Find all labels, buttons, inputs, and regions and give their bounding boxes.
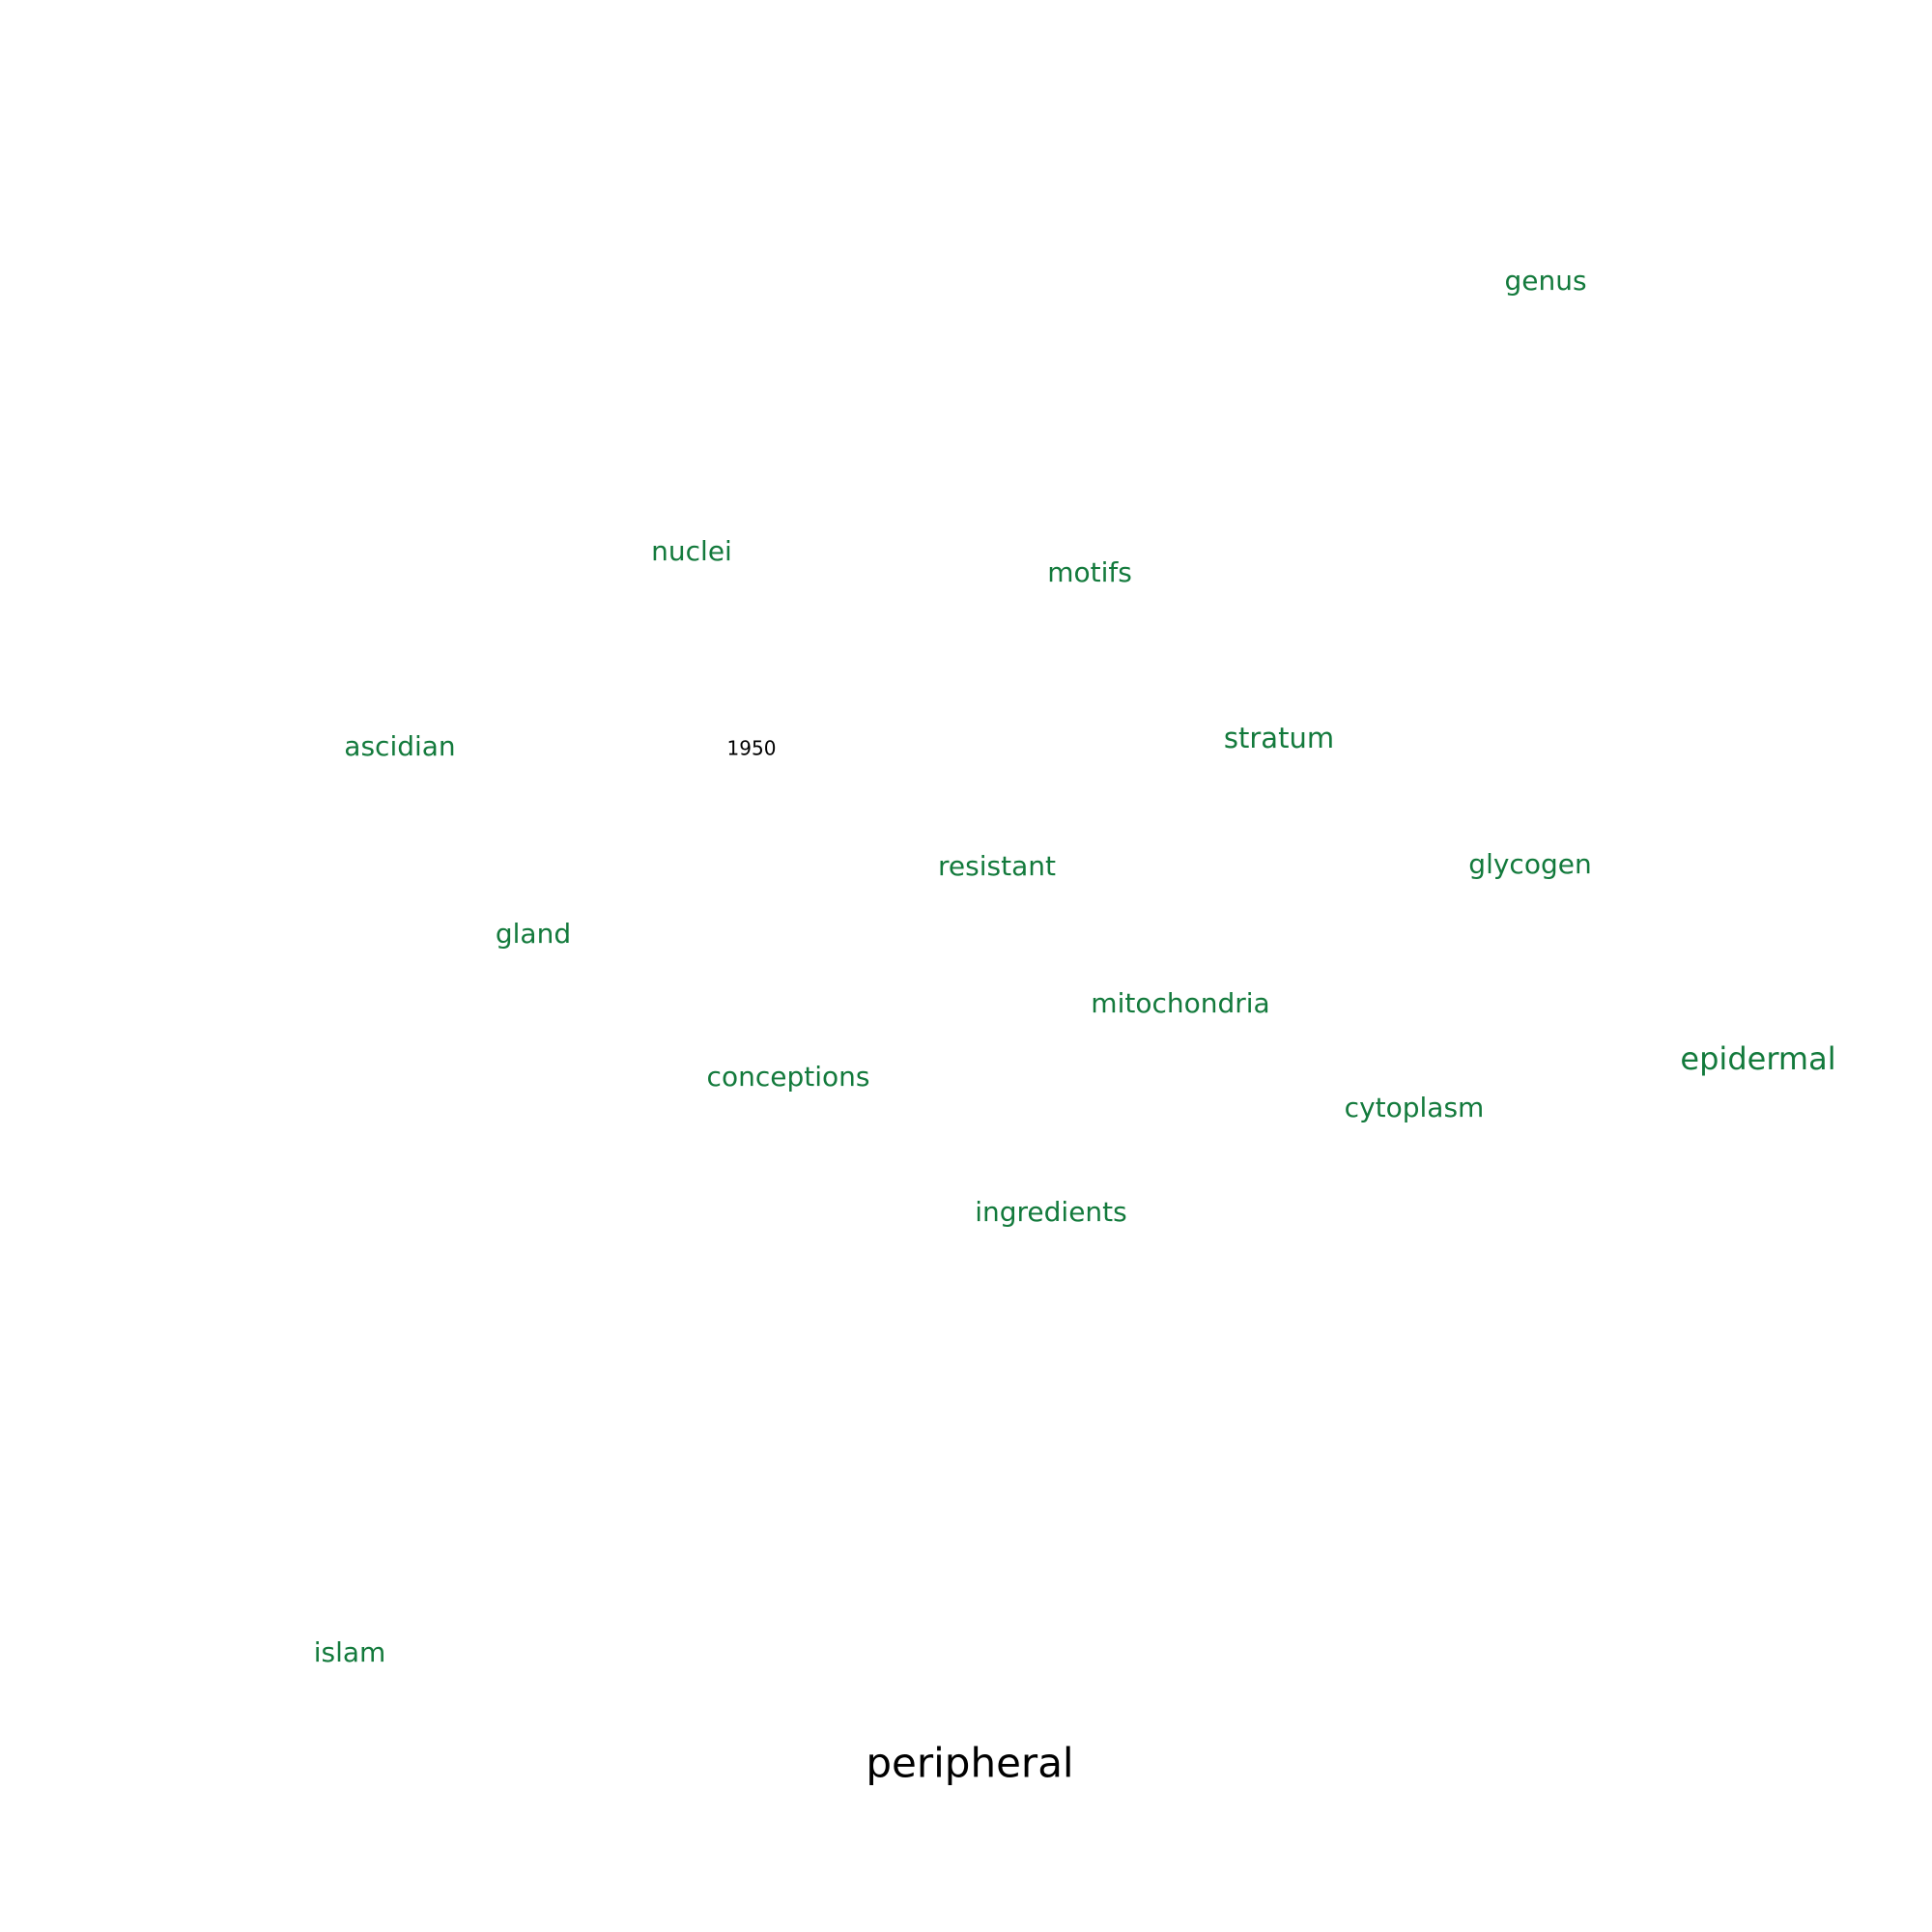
neighbor-word-stratum: stratum — [1224, 722, 1334, 754]
neighbor-word-ingredients: ingredients — [975, 1196, 1127, 1228]
neighbor-word-islam: islam — [314, 1636, 386, 1668]
neighbor-word-cytoplasm: cytoplasm — [1345, 1092, 1485, 1123]
neighbor-word-genus: genus — [1504, 265, 1586, 297]
query-word-label: peripheral — [866, 1740, 1073, 1787]
neighbor-word-mitochondria: mitochondria — [1091, 987, 1269, 1019]
year-label: 1950 — [727, 737, 777, 760]
neighbor-word-conceptions: conceptions — [707, 1061, 870, 1093]
neighbor-word-glycogen: glycogen — [1468, 848, 1591, 880]
neighbor-word-resistant: resistant — [938, 850, 1056, 882]
neighbor-word-nuclei: nuclei — [651, 535, 732, 567]
neighbor-word-ascidian: ascidian — [344, 730, 455, 762]
neighbor-word-motifs: motifs — [1047, 556, 1132, 588]
neighbor-word-epidermal: epidermal — [1680, 1040, 1835, 1077]
neighbor-word-gland: gland — [496, 918, 571, 950]
neighbor-words-layer: genus nuclei motifs ascidian stratum resistan… — [314, 265, 1836, 1668]
